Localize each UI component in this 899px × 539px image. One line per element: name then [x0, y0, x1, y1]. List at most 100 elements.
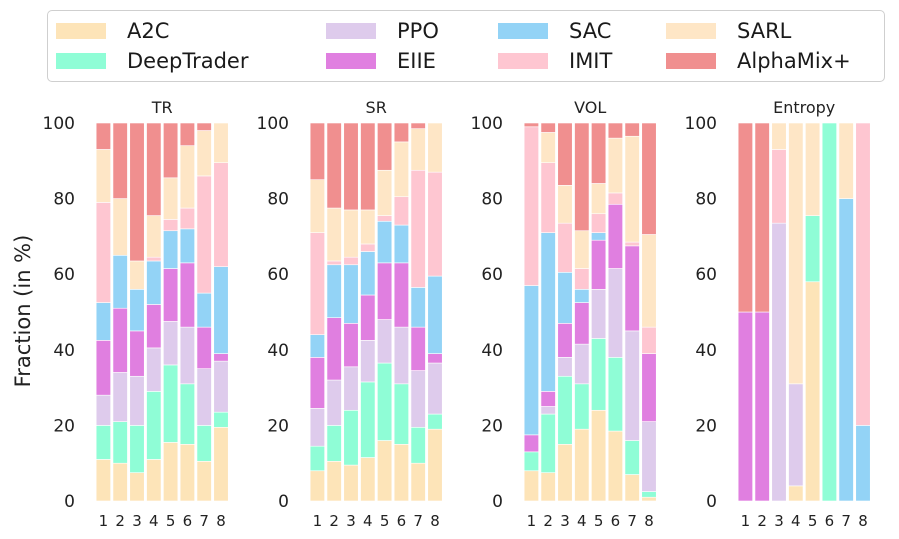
- bar-segment-eiie: [96, 340, 111, 395]
- y-tick-label: 80: [481, 190, 503, 210]
- bar-segment-ppo: [558, 357, 573, 376]
- bar-segment-a2c: [361, 458, 376, 501]
- bar-segment-ppo: [591, 289, 606, 338]
- bar-segment-sarl: [608, 138, 623, 193]
- x-tick-label: 6: [825, 512, 835, 530]
- x-tick-label: 1: [313, 512, 323, 530]
- x-tick-label: 4: [577, 512, 587, 530]
- bar-segment-deeptrader: [558, 376, 573, 444]
- bar-segment-deeptrader: [96, 425, 111, 459]
- x-tick-label: 2: [757, 512, 767, 530]
- bar-segment-sac: [113, 255, 128, 308]
- y-tick-label: 20: [481, 416, 503, 436]
- bar-segment-sac: [839, 199, 854, 501]
- bar-segment-deeptrader: [147, 391, 162, 459]
- x-tick-label: 2: [543, 512, 553, 530]
- x-tick-label: 4: [149, 512, 159, 530]
- bar-segment-eiie: [575, 303, 590, 345]
- bar-segment-imit: [96, 202, 111, 302]
- bar-segment-deeptrader: [541, 414, 556, 473]
- bar-segment-eiie: [738, 312, 753, 501]
- bar-segment-imit: [608, 193, 623, 204]
- bar-segment-imit: [214, 163, 229, 267]
- bar-segment-deeptrader: [394, 384, 409, 444]
- bar-segment-a2c: [411, 463, 426, 501]
- bar-segment-sarl: [839, 123, 854, 199]
- x-tick-label: 5: [166, 512, 176, 530]
- bar-segment-ppo: [642, 422, 657, 492]
- bar-segment-deeptrader: [428, 414, 443, 429]
- y-axis-title: Fraction (in %): [11, 235, 35, 388]
- bar-segment-a2c: [130, 473, 145, 501]
- bar-segment-alphamix-: [642, 123, 657, 235]
- bar-segment-ppo: [575, 344, 590, 384]
- bar-segment-deeptrader: [642, 492, 657, 498]
- bar-segment-sac: [327, 265, 342, 318]
- bar-segment-eiie: [642, 354, 657, 422]
- y-tick-label: 60: [481, 265, 503, 285]
- y-tick-label: 80: [53, 190, 75, 210]
- bar-segment-deeptrader: [197, 425, 212, 461]
- bar-segment-alphamix-: [524, 123, 539, 127]
- bar-segment-deeptrader: [113, 422, 128, 464]
- bar-segment-sarl: [805, 123, 820, 216]
- y-tick-label: 20: [53, 416, 75, 436]
- x-tick-label: 3: [774, 512, 784, 530]
- bar-segment-imit: [772, 149, 787, 223]
- bar-segment-ppo: [130, 376, 145, 425]
- bar-segment-alphamix-: [327, 123, 342, 208]
- bar-segment-sac: [377, 221, 392, 263]
- bar-segment-eiie: [113, 308, 128, 372]
- bar-segment-ppo: [361, 340, 376, 382]
- bar-segment-deeptrader: [310, 446, 325, 471]
- bar-segment-ppo: [180, 327, 195, 384]
- y-tick-label: 0: [64, 492, 75, 512]
- bar-segment-a2c: [344, 465, 359, 501]
- bar-segment-deeptrader: [180, 384, 195, 444]
- bar-segment-alphamix-: [147, 123, 162, 216]
- bar-segment-a2c: [163, 442, 178, 501]
- bar-segment-sac: [147, 261, 162, 304]
- bar-segment-imit: [377, 216, 392, 222]
- x-tick-label: 5: [808, 512, 818, 530]
- bar-segment-eiie: [558, 323, 573, 357]
- bar-segment-sac: [428, 276, 443, 353]
- bar-segment-deeptrader: [327, 425, 342, 461]
- bar-segment-sac: [310, 335, 325, 358]
- bar-segment-eiie: [541, 391, 556, 406]
- panel-vol: VOL0204060801001 2 3 4 5 6 7 8: [471, 98, 657, 530]
- bar-segment-sac: [214, 267, 229, 354]
- bar-segment-ppo: [310, 408, 325, 446]
- y-tick-label: 80: [267, 190, 289, 210]
- bar-segment-eiie: [163, 269, 178, 322]
- bar-segment-deeptrader: [822, 123, 837, 501]
- bar-segment-imit: [524, 127, 539, 286]
- bar-segment-a2c: [394, 444, 409, 501]
- bar-segment-sac: [394, 225, 409, 263]
- y-tick-label: 0: [492, 492, 503, 512]
- bar-segment-sarl: [197, 131, 212, 176]
- bar-segment-sac: [361, 252, 376, 295]
- bar-segment-alphamix-: [197, 123, 212, 131]
- x-tick-label: 7: [627, 512, 637, 530]
- bar-segment-sac: [197, 293, 212, 327]
- bar-segment-ppo: [197, 369, 212, 426]
- y-tick-label: 20: [267, 416, 289, 436]
- bar-segment-sarl: [163, 178, 178, 220]
- x-tick-label: 3: [346, 512, 356, 530]
- bar-segment-a2c: [96, 459, 111, 501]
- bar-segment-sarl: [361, 210, 376, 244]
- bar-segment-eiie: [310, 357, 325, 408]
- x-tick-label: 7: [413, 512, 423, 530]
- bar-segment-sarl: [377, 170, 392, 215]
- bar-segment-eiie: [625, 246, 640, 331]
- panel-entropy: Entropy0204060801001 2 3 4 5 6 7 8: [685, 98, 871, 530]
- bar-segment-sarl: [411, 129, 426, 171]
- x-tick-label: 3: [560, 512, 570, 530]
- y-tick-label: 100: [43, 114, 75, 134]
- bar-segment-sac: [163, 231, 178, 269]
- bar-segment-sarl: [789, 123, 804, 384]
- y-tick-label: 20: [695, 416, 717, 436]
- bar-segment-imit: [344, 257, 359, 265]
- y-tick-label: 80: [695, 190, 717, 210]
